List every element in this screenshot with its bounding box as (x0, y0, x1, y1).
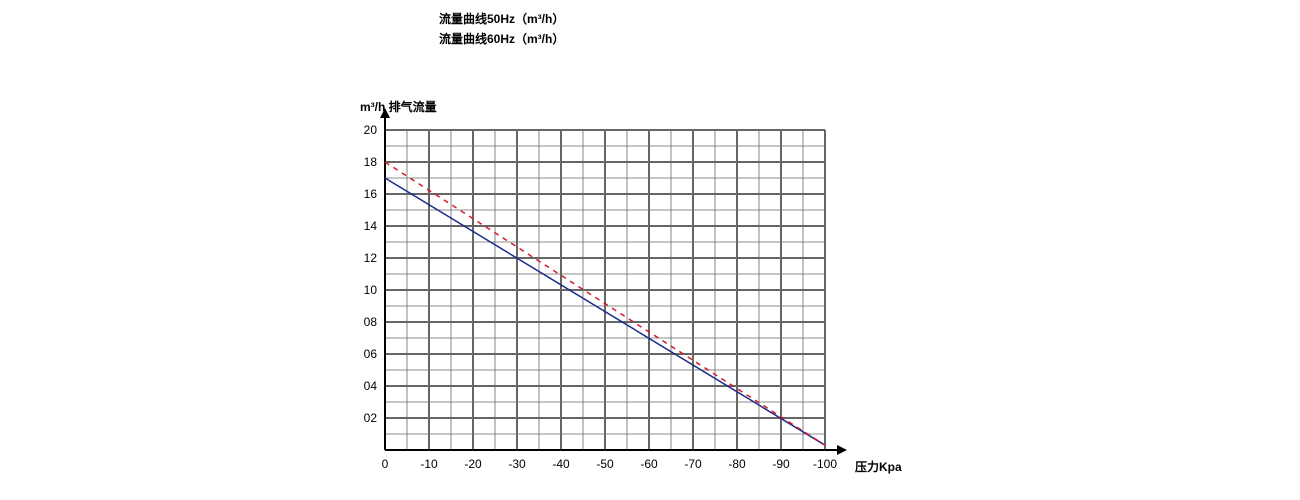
chart-container: 流量曲线50Hz（m³/h） 流量曲线60Hz（m³/h） m³/h 排气流量 … (0, 0, 1300, 500)
flow-pressure-chart: 02 04 06 08 10 12 14 16 18 20 0 -10 -20 -30 -40 -50 -60 -… (0, 0, 1300, 500)
svg-text:12: 12 (364, 251, 378, 265)
svg-text:-80: -80 (728, 457, 746, 471)
svg-text:16: 16 (364, 187, 378, 201)
svg-text:-100: -100 (813, 457, 837, 471)
svg-text:04: 04 (364, 379, 378, 393)
svg-text:08: 08 (364, 315, 378, 329)
svg-text:-60: -60 (640, 457, 658, 471)
svg-text:0: 0 (382, 457, 389, 471)
svg-text:06: 06 (364, 347, 378, 361)
svg-text:-90: -90 (772, 457, 790, 471)
svg-text:-70: -70 (684, 457, 702, 471)
svg-text:-10: -10 (420, 457, 438, 471)
svg-text:10: 10 (364, 283, 378, 297)
svg-text:-50: -50 (596, 457, 614, 471)
svg-text:20: 20 (364, 123, 378, 137)
svg-text:-40: -40 (552, 457, 570, 471)
svg-text:02: 02 (364, 411, 378, 425)
svg-text:-20: -20 (464, 457, 482, 471)
svg-text:18: 18 (364, 155, 378, 169)
svg-text:14: 14 (364, 219, 378, 233)
svg-text:-30: -30 (508, 457, 526, 471)
